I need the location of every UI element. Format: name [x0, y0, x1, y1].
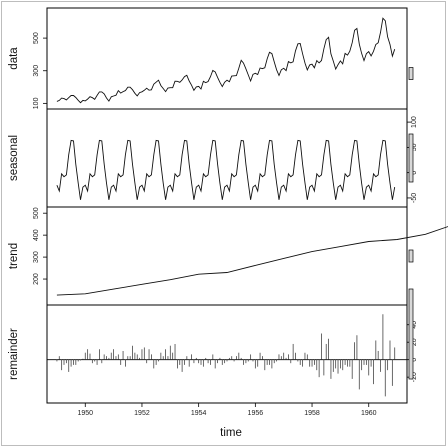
panel-trend: 200 300 400 500 trend — [8, 206, 448, 306]
panel-border-seasonal — [46, 108, 408, 208]
panel-label-data: data — [8, 47, 20, 70]
panel-label-remainder: remainder — [8, 328, 20, 380]
panel-seasonal: 100 50 0 -50 seasonal — [8, 108, 418, 208]
panel-data: 100 300 500 data — [8, 7, 414, 110]
y-tick-label-seasonal: 0 — [411, 171, 418, 175]
x-tick-label: 1954 — [191, 410, 207, 417]
range-bar-data — [408, 67, 414, 80]
panel-border-data — [46, 7, 408, 110]
y-tick-label-remainder: -20 — [411, 372, 418, 382]
trend-series-line — [56, 226, 448, 296]
x-tick-label: 1956 — [248, 410, 264, 417]
data-series-line — [56, 17, 396, 104]
y-tick-label-seasonal: 100 — [411, 116, 418, 128]
x-axis: 1950 1952 1954 1956 1958 1960 — [77, 403, 377, 417]
y-tick-label-trend: 400 — [33, 229, 40, 241]
x-axis-label: time — [220, 427, 242, 439]
y-tick-label-remainder: 40 — [411, 321, 418, 329]
x-tick-label: 1950 — [77, 410, 93, 417]
x-tick-label: 1958 — [304, 410, 320, 417]
panel-label-trend: trend — [8, 243, 20, 269]
panel-border-trend — [46, 206, 408, 306]
y-tick-label-remainder: 20 — [411, 338, 418, 346]
y-tick-label-seasonal: 50 — [411, 143, 418, 151]
panel-border-remainder — [46, 304, 408, 404]
x-tick-label: 1960 — [361, 410, 377, 417]
range-bar-seasonal — [408, 133, 414, 183]
y-tick-label-data: 500 — [33, 32, 40, 44]
y-tick-label-data: 300 — [33, 65, 40, 77]
y-tick-label-data: 100 — [33, 97, 40, 109]
y-tick-label-trend: 500 — [33, 207, 40, 219]
panel-remainder: 40 20 0 -20 remainder — [8, 288, 418, 404]
y-tick-label-trend: 200 — [33, 273, 40, 285]
y-tick-label-trend: 300 — [33, 251, 40, 263]
range-bar-trend — [408, 249, 414, 263]
y-tick-label-seasonal: -50 — [411, 193, 418, 203]
panel-label-seasonal: seasonal — [8, 135, 20, 181]
seasonal-series-line — [56, 139, 396, 200]
range-bar-remainder — [408, 288, 414, 380]
x-tick-label: 1952 — [134, 410, 150, 417]
y-tick-label-remainder: 0 — [411, 358, 418, 362]
